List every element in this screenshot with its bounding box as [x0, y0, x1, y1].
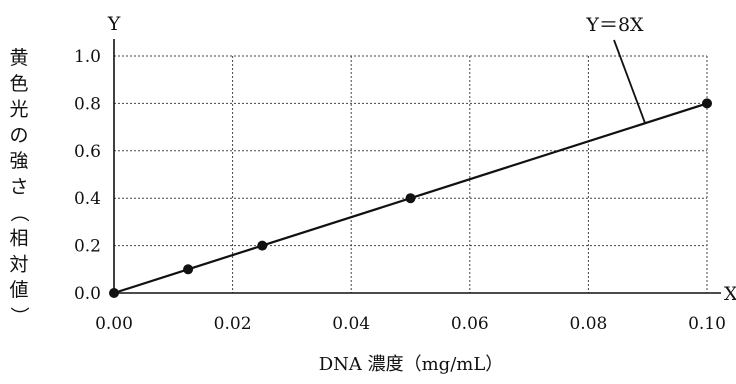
- tick-labels: 0.0 0.2 0.4 0.6 0.8 1.0 0.00 0.02 0.04 0.06 0.08 0.…: [74, 47, 726, 334]
- y-axis-title-char: 強: [9, 150, 28, 172]
- y-axis-title-char: 対: [9, 253, 28, 275]
- data-point: [109, 288, 119, 298]
- annotation-leader-line: [613, 39, 646, 124]
- grid: [114, 55, 708, 293]
- y-tick-label: 0.0: [74, 284, 101, 304]
- data-point: [257, 240, 268, 251]
- y-axis-title-char: ）: [8, 306, 30, 325]
- data-point: [702, 98, 712, 109]
- data-point: [405, 193, 416, 204]
- y-axis-title-char: 光: [9, 99, 28, 121]
- y-tick-label: 0.6: [74, 142, 101, 162]
- x-tick-label: 0.04: [332, 314, 370, 334]
- y-tick-label: 0.2: [74, 237, 101, 257]
- y-axis-title-char: 値: [9, 279, 28, 301]
- y-axis-title-char: （: [8, 203, 30, 222]
- y-axis-title-char: さ: [9, 176, 28, 198]
- y-tick-label: 0.4: [74, 189, 101, 209]
- y-axis-letter: Y: [107, 13, 121, 35]
- y-tick-label: 1.0: [74, 47, 101, 67]
- y-tick-label: 0.8: [74, 94, 101, 114]
- y-axis-title-char: 黄: [9, 47, 28, 69]
- equation-annotation: Y＝8X: [585, 14, 644, 36]
- x-axis-title: DNA 濃度（mg/mL）: [319, 354, 504, 375]
- series: [109, 98, 712, 298]
- data-point: [183, 264, 194, 275]
- x-tick-label: 0.00: [95, 314, 133, 334]
- y-axis-title-char: 相: [9, 228, 28, 250]
- x-tick-label: 0.06: [451, 314, 489, 334]
- axes: [113, 39, 721, 294]
- x-axis-letter: X: [724, 283, 736, 305]
- y-axis-title-char: の: [9, 124, 28, 146]
- x-tick-label: 0.08: [569, 314, 607, 334]
- x-tick-label: 0.10: [688, 314, 726, 334]
- x-tick-label: 0.02: [214, 314, 252, 334]
- y-axis-title-char: 色: [9, 73, 28, 95]
